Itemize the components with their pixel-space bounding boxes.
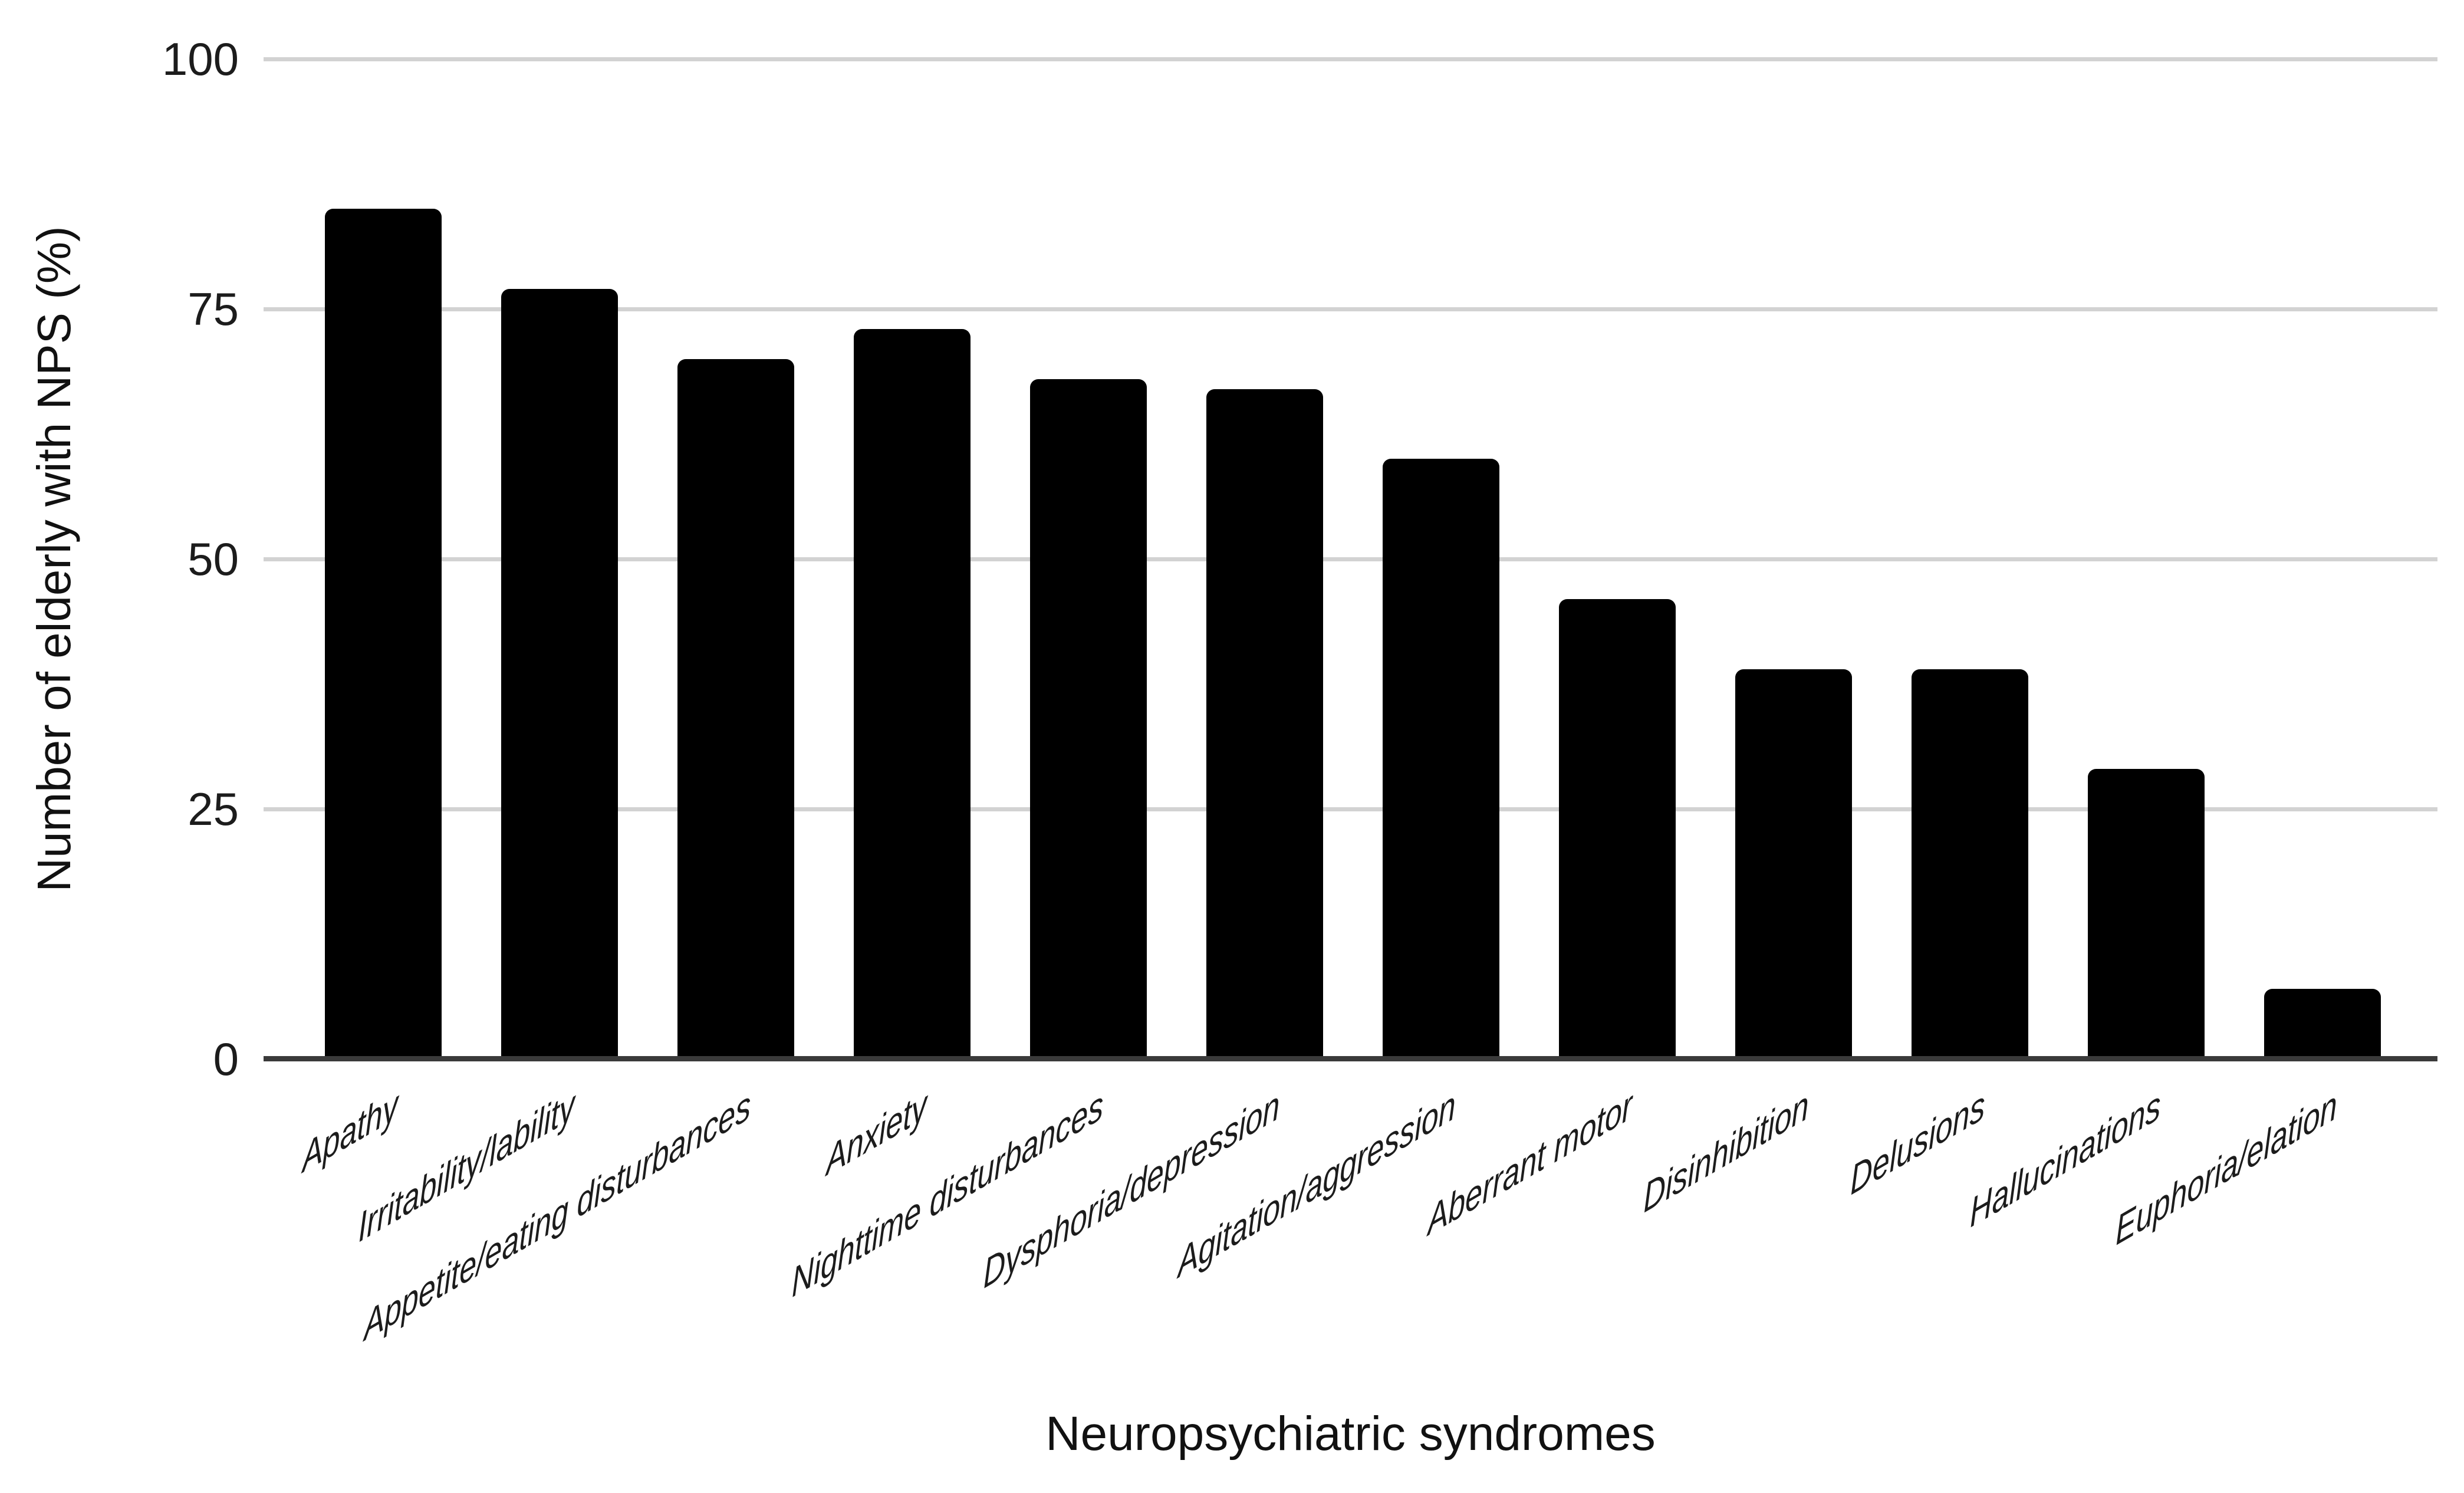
bar	[1735, 669, 1852, 1059]
x-axis-title: Neuropsychiatric syndromes	[1045, 1407, 1656, 1461]
gridline	[264, 57, 2437, 61]
x-tick-label: Dysphoria/depression	[983, 1081, 1279, 1298]
y-tick-label: 50	[187, 533, 239, 585]
gridline	[264, 307, 2437, 311]
bar	[677, 359, 794, 1059]
bar	[1206, 389, 1323, 1059]
bar	[1559, 598, 1676, 1059]
plot-area	[264, 57, 2437, 1061]
bar	[501, 289, 618, 1059]
x-tick-label: Nighttime disturbances	[791, 1081, 1103, 1307]
x-tick-label: Delusions	[1850, 1081, 1985, 1205]
gridline	[264, 557, 2437, 561]
bar	[1030, 379, 1147, 1059]
bar	[1383, 459, 1499, 1059]
y-tick-label: 0	[213, 1033, 239, 1085]
y-tick-label: 75	[187, 283, 239, 335]
bar	[325, 209, 442, 1059]
x-tick-label: Disinhibition	[1643, 1081, 1808, 1222]
x-axis-line	[264, 1056, 2437, 1061]
x-tick-label: Anxiety	[826, 1081, 927, 1185]
y-tick-label: 100	[162, 33, 239, 85]
bar	[2088, 769, 2205, 1059]
bar	[2264, 989, 2381, 1059]
y-axis-title: Number of elderly with NPS (%)	[28, 226, 80, 892]
x-tick-label: Apathy	[302, 1081, 398, 1182]
gridline	[264, 807, 2437, 811]
bar	[1912, 669, 2028, 1059]
bar	[854, 328, 971, 1059]
x-tick-label: Agitation/aggression	[1178, 1081, 1456, 1287]
y-tick-label: 25	[187, 783, 239, 835]
x-tick-label: Aberrant motor	[1427, 1081, 1632, 1245]
